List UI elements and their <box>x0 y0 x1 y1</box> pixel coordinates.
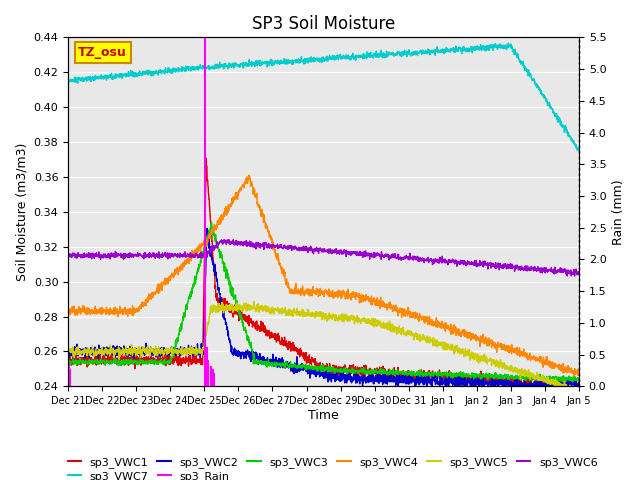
Line: sp3_VWC2: sp3_VWC2 <box>68 228 579 392</box>
sp3_VWC6 <box>561 268 568 274</box>
sp3_VWC4 <box>467 336 474 341</box>
Y-axis label: Rain (mm): Rain (mm) <box>612 179 625 245</box>
sp3_VWC2 <box>560 380 568 385</box>
sp3_VWC2 <box>575 383 583 388</box>
sp3_VWC6 <box>575 271 583 277</box>
sp3_VWC2 <box>467 379 474 384</box>
sp3_VWC6 <box>560 268 568 274</box>
sp3_VWC4 <box>90 311 98 316</box>
Text: TZ_osu: TZ_osu <box>78 46 127 59</box>
sp3_VWC3 <box>90 357 98 363</box>
sp3_VWC6 <box>313 246 321 252</box>
sp3_VWC5 <box>575 387 583 393</box>
sp3_VWC1 <box>575 385 583 391</box>
sp3_VWC7 <box>560 126 568 132</box>
sp3_VWC3 <box>300 362 307 368</box>
sp3_VWC7 <box>467 46 474 52</box>
sp3_VWC2 <box>561 384 568 390</box>
sp3_VWC1 <box>202 156 210 161</box>
sp3_VWC5 <box>64 348 72 354</box>
sp3_VWC6 <box>225 237 233 242</box>
sp3_VWC5 <box>561 380 568 385</box>
sp3_VWC5 <box>300 307 307 313</box>
sp3_VWC5 <box>313 309 321 315</box>
sp3_VWC7 <box>313 57 321 63</box>
Legend: sp3_VWC1, sp3_VWC2, sp3_VWC3, sp3_VWC4, sp3_VWC5, sp3_VWC6: sp3_VWC1, sp3_VWC2, sp3_VWC3, sp3_VWC4, … <box>63 452 603 472</box>
sp3_VWC7 <box>299 59 307 65</box>
sp3_VWC5 <box>467 353 474 359</box>
X-axis label: Time: Time <box>308 409 339 422</box>
sp3_VWC1 <box>568 391 575 396</box>
sp3_VWC6 <box>90 255 98 261</box>
sp3_VWC2 <box>204 226 211 231</box>
sp3_VWC1 <box>467 376 474 382</box>
sp3_VWC6 <box>563 273 571 279</box>
sp3_VWC7 <box>90 76 98 82</box>
sp3_VWC4 <box>561 369 568 375</box>
sp3_VWC1 <box>300 350 307 356</box>
sp3_VWC2 <box>313 364 321 370</box>
sp3_VWC3 <box>64 360 72 366</box>
Line: sp3_VWC6: sp3_VWC6 <box>68 240 579 276</box>
sp3_VWC4 <box>575 367 583 372</box>
sp3_VWC5 <box>574 393 582 398</box>
sp3_VWC4 <box>313 287 321 293</box>
sp3_VWC4 <box>64 311 72 316</box>
sp3_VWC7 <box>504 40 512 46</box>
sp3_VWC2 <box>90 351 98 357</box>
Line: sp3_VWC3: sp3_VWC3 <box>68 222 579 382</box>
Title: SP3 Soil Moisture: SP3 Soil Moisture <box>252 15 395 33</box>
sp3_VWC7 <box>64 76 72 82</box>
sp3_VWC4 <box>570 373 578 379</box>
sp3_VWC1 <box>561 382 568 387</box>
sp3_VWC5 <box>90 349 98 355</box>
Legend: sp3_VWC7, sp3_Rain: sp3_VWC7, sp3_Rain <box>63 467 234 480</box>
Line: sp3_VWC7: sp3_VWC7 <box>68 43 579 151</box>
Line: sp3_VWC4: sp3_VWC4 <box>68 175 579 376</box>
Line: sp3_VWC5: sp3_VWC5 <box>68 301 579 396</box>
sp3_VWC5 <box>250 298 257 304</box>
sp3_VWC6 <box>300 243 307 249</box>
sp3_VWC3 <box>467 375 474 381</box>
sp3_VWC3 <box>552 379 559 385</box>
sp3_VWC2 <box>300 368 307 373</box>
sp3_VWC2 <box>561 389 568 395</box>
sp3_VWC4 <box>300 288 307 294</box>
sp3_VWC1 <box>313 363 321 369</box>
sp3_VWC7 <box>561 130 568 135</box>
sp3_VWC4 <box>560 365 568 371</box>
sp3_VWC2 <box>64 350 72 356</box>
sp3_VWC1 <box>560 384 568 389</box>
sp3_VWC6 <box>467 260 474 266</box>
sp3_VWC3 <box>207 219 215 225</box>
sp3_VWC3 <box>561 376 568 382</box>
Y-axis label: Soil Moisture (m3/m3): Soil Moisture (m3/m3) <box>15 143 28 281</box>
sp3_VWC5 <box>560 380 568 385</box>
sp3_VWC4 <box>245 172 253 178</box>
Line: sp3_VWC1: sp3_VWC1 <box>68 158 579 394</box>
sp3_VWC3 <box>313 368 321 374</box>
sp3_VWC7 <box>575 148 583 154</box>
sp3_VWC1 <box>90 358 98 364</box>
sp3_VWC6 <box>64 253 72 259</box>
sp3_VWC1 <box>64 356 72 362</box>
sp3_VWC3 <box>575 378 583 384</box>
sp3_VWC3 <box>561 378 568 384</box>
